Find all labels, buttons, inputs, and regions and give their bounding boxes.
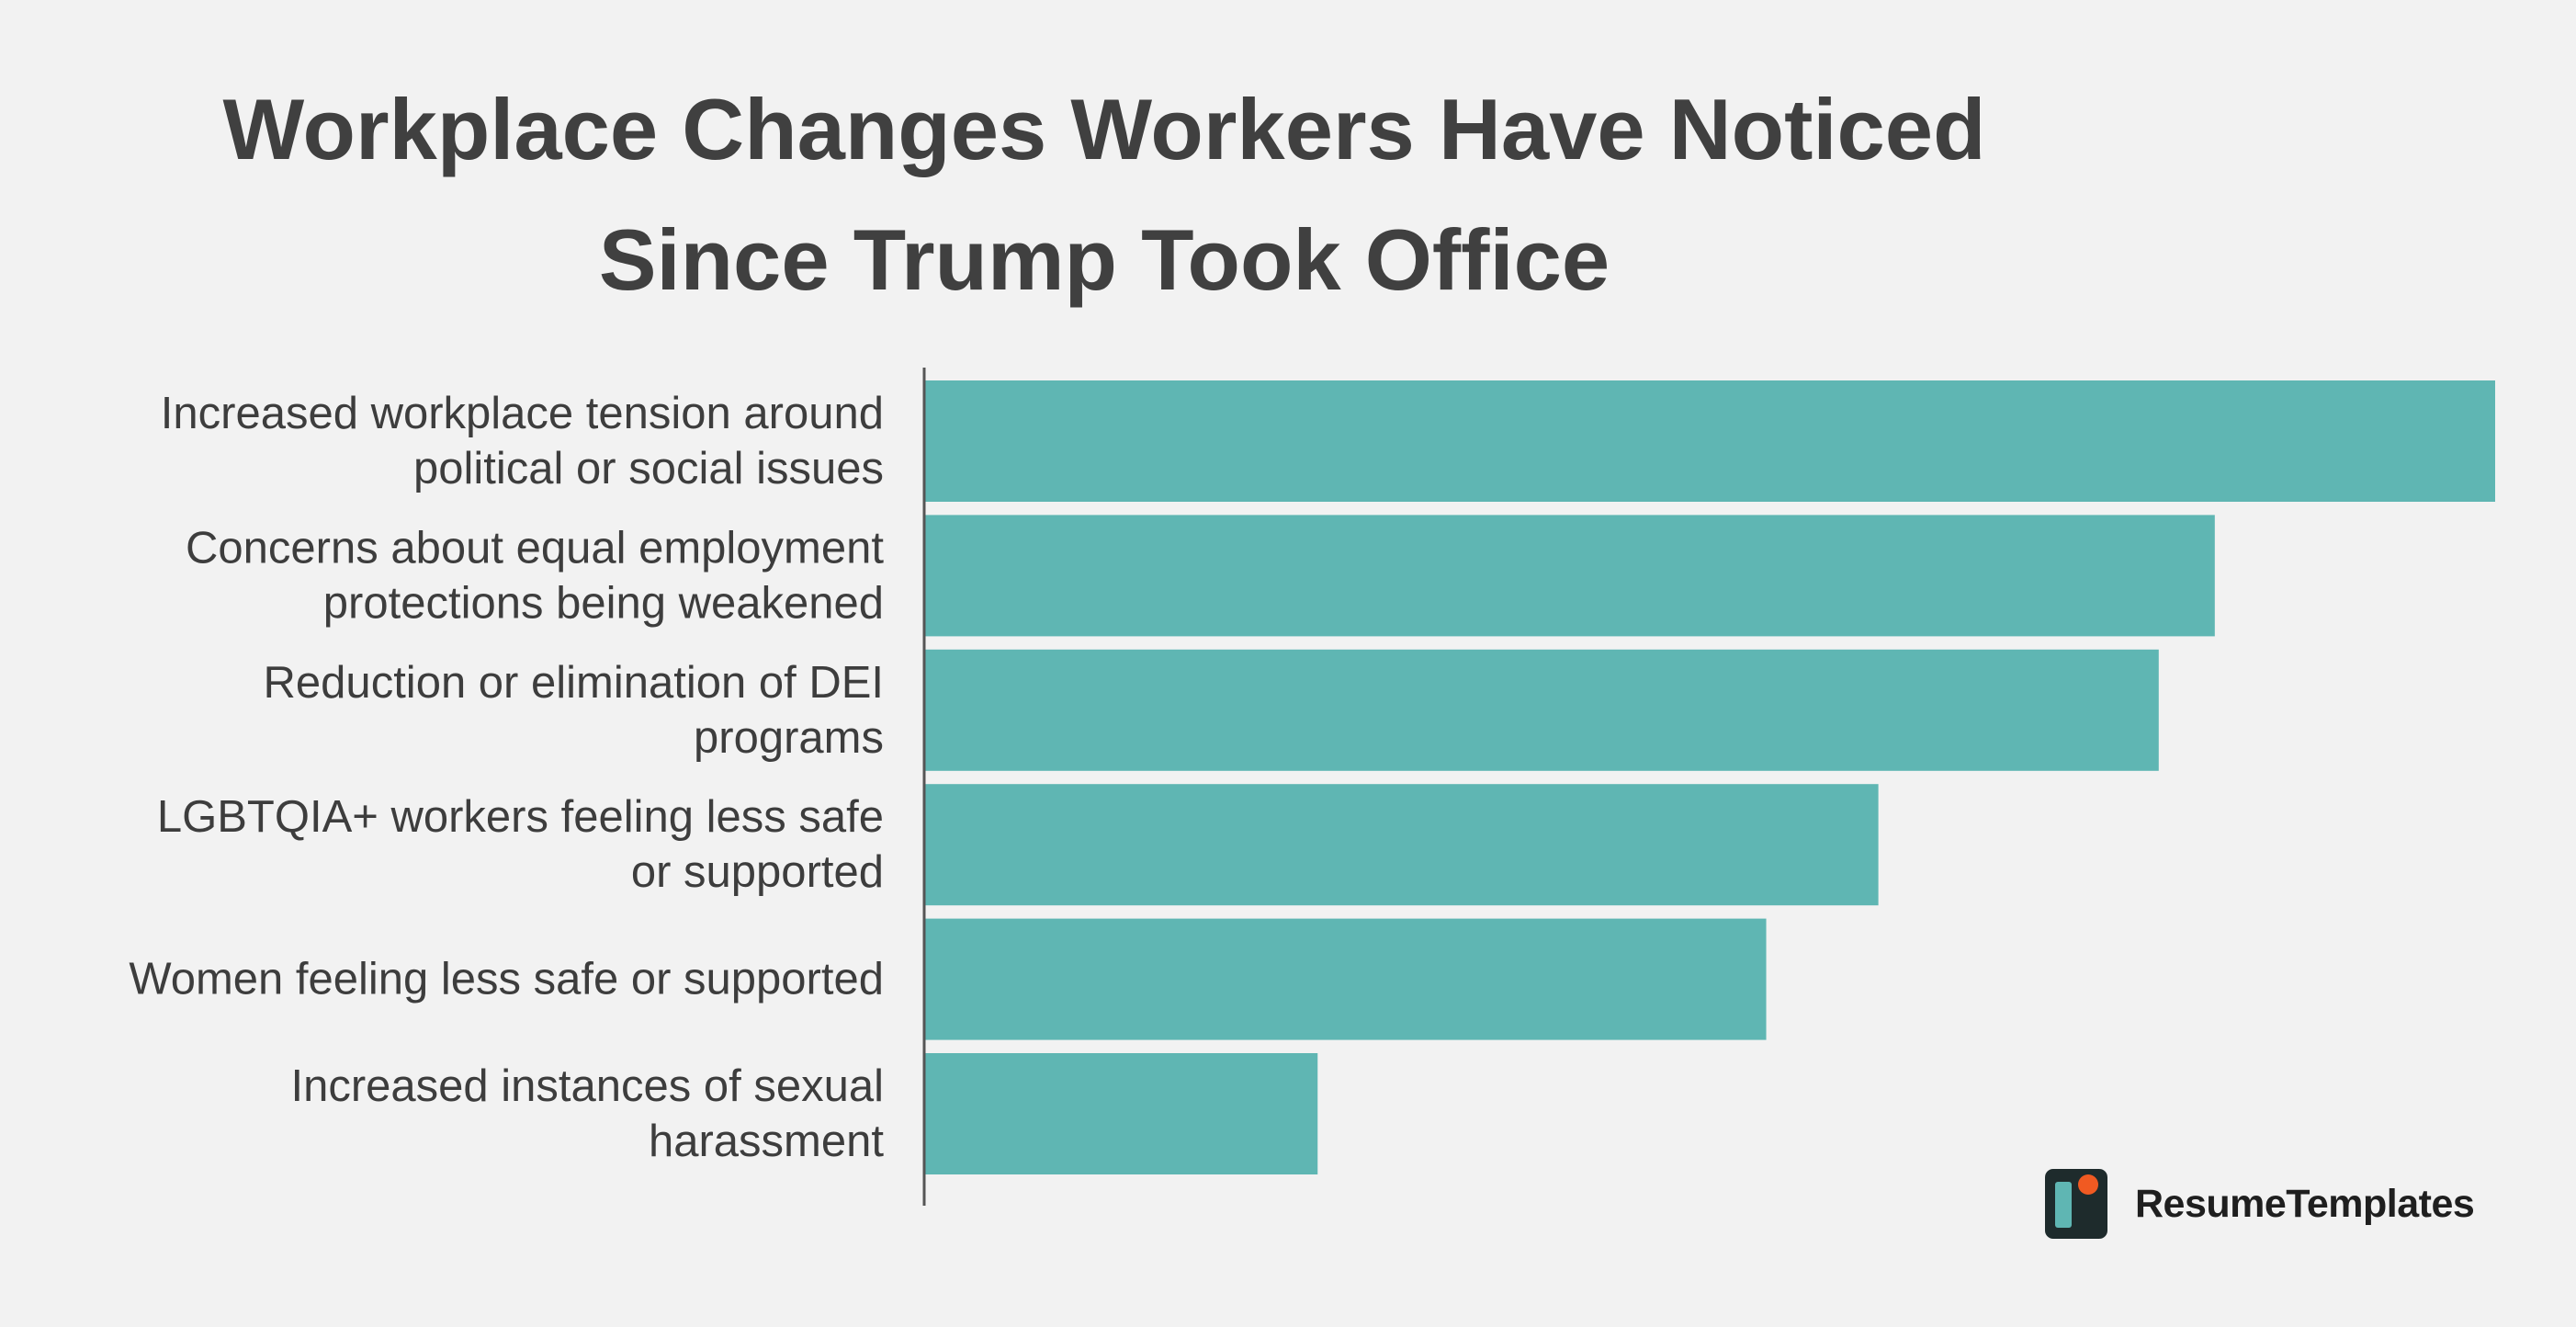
logo-dark-tile [2045, 1169, 2107, 1239]
category-label-3-line-2: programs [694, 713, 884, 763]
logo-teal-bar [2055, 1182, 2072, 1228]
bar-3 [925, 649, 2159, 771]
category-label-2: Concerns about equal employment protectio… [186, 523, 884, 628]
category-label-1-line-1: Increased workplace tension around [161, 389, 884, 438]
category-label-3: Reduction or elimination of DEI programs [264, 658, 884, 763]
category-label-2-line-1: Concerns about equal employment [186, 523, 884, 573]
bar-4 [925, 784, 1879, 906]
category-label-2-line-2: protections being weakened [323, 578, 884, 628]
bar-group [925, 380, 2495, 1174]
category-label-6-line-2: harassment [649, 1117, 884, 1166]
category-label-1: Increased workplace tension around politi… [161, 389, 884, 493]
category-label-4-line-2: or supported [631, 847, 884, 897]
chart-title-line-1: Workplace Changes Workers Have Noticed [222, 81, 1986, 177]
category-label-5-line-1: Women feeling less safe or supported [129, 955, 884, 1004]
chart-title-line-2: Since Trump Took Office [598, 211, 1610, 308]
category-label-group: Increased workplace tension around politi… [129, 389, 884, 1166]
category-label-4: LGBTQIA+ workers feeling less safe or sup… [157, 792, 884, 897]
bar-1 [925, 380, 2495, 502]
bar-6 [925, 1053, 1318, 1174]
brand-logo: ResumeTemplates [2045, 1169, 2475, 1239]
category-label-3-line-1: Reduction or elimination of DEI [264, 658, 884, 708]
category-label-1-line-2: political or social issues [413, 444, 884, 493]
category-label-6-line-1: Increased instances of sexual [290, 1061, 884, 1111]
brand-name: ResumeTemplates [2135, 1181, 2475, 1226]
bar-2 [925, 515, 2215, 637]
bar-5 [925, 918, 1767, 1040]
logo-orange-dot [2078, 1174, 2098, 1195]
category-label-5: Women feeling less safe or supported [129, 955, 884, 1004]
category-label-6: Increased instances of sexual harassment [290, 1061, 884, 1166]
chart-title: Workplace Changes Workers Have Noticed S… [0, 64, 2576, 325]
resume-templates-logo-icon [2045, 1169, 2107, 1239]
category-label-4-line-1: LGBTQIA+ workers feeling less safe [157, 792, 884, 842]
